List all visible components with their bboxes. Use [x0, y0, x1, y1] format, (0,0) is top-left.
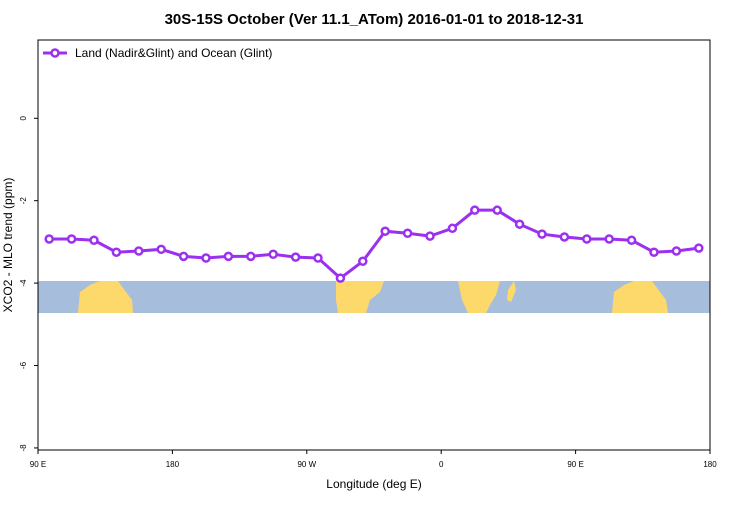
- point: [156, 244, 166, 255]
- point: [201, 253, 211, 263]
- legend-marker: [50, 48, 60, 58]
- point: [559, 232, 570, 242]
- point: [44, 234, 54, 244]
- point: [268, 249, 278, 260]
- point: [111, 247, 122, 257]
- point: [380, 226, 390, 236]
- point: [514, 219, 525, 229]
- point: [134, 246, 144, 256]
- plot-frame: [37, 39, 711, 451]
- point: [89, 235, 99, 246]
- y-tick-label: 0: [19, 116, 28, 121]
- point: [178, 251, 189, 262]
- point: [626, 235, 637, 246]
- point: [447, 223, 458, 234]
- point: [358, 256, 368, 267]
- point: [582, 234, 592, 244]
- y-tick-label: -4: [19, 279, 28, 287]
- x-axis-label: Longitude (deg E): [326, 477, 421, 491]
- point: [649, 247, 659, 257]
- x-tick-label: 180: [703, 460, 717, 469]
- x-tick-label: 90 W: [297, 460, 316, 469]
- point: [313, 253, 323, 263]
- point: [604, 234, 614, 244]
- point: [537, 229, 547, 239]
- point: [671, 246, 682, 256]
- legend-label: Land (Nadir&Glint) and Ocean (Glint): [75, 46, 272, 60]
- x-tick-label: 90 E: [567, 460, 583, 469]
- y-tick-label: -2: [19, 197, 28, 205]
- y-tick-label: -8: [19, 444, 28, 452]
- point: [246, 251, 256, 262]
- point: [335, 273, 346, 283]
- point: [425, 231, 435, 241]
- point: [66, 234, 77, 244]
- y-tick-label: -6: [19, 361, 28, 369]
- chart-title: 30S-15S October (Ver 11.1_ATom) 2016-01-…: [165, 11, 584, 28]
- y-axis-label: XCO2 - MLO trend (ppm): [1, 178, 15, 313]
- point: [402, 228, 413, 239]
- x-tick-label: 90 E: [30, 460, 46, 469]
- map-strip: [38, 281, 710, 313]
- point: [223, 251, 234, 262]
- point: [492, 205, 502, 215]
- point: [470, 205, 480, 215]
- x-tick-label: 180: [166, 460, 180, 469]
- x-tick-label: 0: [439, 460, 444, 469]
- series-line: [49, 208, 699, 281]
- point: [290, 252, 301, 262]
- point: [694, 243, 704, 253]
